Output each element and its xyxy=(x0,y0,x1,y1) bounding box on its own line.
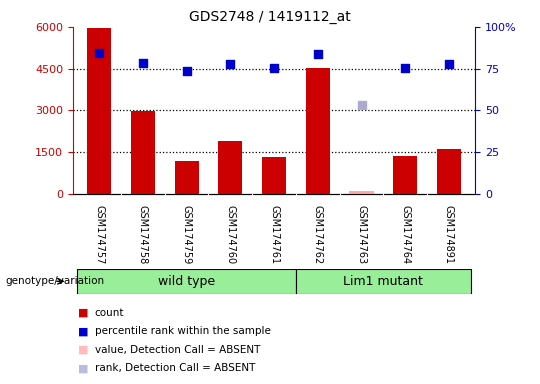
Point xyxy=(139,60,147,66)
Bar xyxy=(393,156,417,194)
Text: GSM174762: GSM174762 xyxy=(313,205,323,264)
Point xyxy=(444,61,453,68)
Text: GSM174761: GSM174761 xyxy=(269,205,279,264)
Text: GSM174763: GSM174763 xyxy=(356,205,367,264)
Text: value, Detection Call = ABSENT: value, Detection Call = ABSENT xyxy=(94,345,260,355)
Text: GSM174757: GSM174757 xyxy=(94,205,104,264)
Text: ■: ■ xyxy=(78,326,89,336)
Point xyxy=(270,65,279,71)
Bar xyxy=(174,161,199,194)
Text: percentile rank within the sample: percentile rank within the sample xyxy=(94,326,271,336)
Bar xyxy=(77,269,296,294)
Text: ■: ■ xyxy=(78,345,89,355)
Bar xyxy=(306,68,330,194)
Point xyxy=(357,102,366,108)
Text: GDS2748 / 1419112_at: GDS2748 / 1419112_at xyxy=(189,10,351,23)
Bar xyxy=(296,269,471,294)
Text: wild type: wild type xyxy=(158,275,215,288)
Text: GSM174758: GSM174758 xyxy=(138,205,148,264)
Bar xyxy=(131,111,155,194)
Bar xyxy=(349,191,374,194)
Text: count: count xyxy=(94,308,124,318)
Bar xyxy=(262,157,286,194)
Text: rank, Detection Call = ABSENT: rank, Detection Call = ABSENT xyxy=(94,363,255,373)
Text: GSM174891: GSM174891 xyxy=(444,205,454,264)
Point xyxy=(183,68,191,74)
Point xyxy=(226,61,235,68)
Text: Lim1 mutant: Lim1 mutant xyxy=(343,275,423,288)
Text: GSM174760: GSM174760 xyxy=(225,205,235,264)
Text: ■: ■ xyxy=(78,363,89,373)
Text: ■: ■ xyxy=(78,308,89,318)
Point xyxy=(401,65,409,71)
Text: GSM174764: GSM174764 xyxy=(400,205,410,264)
Bar xyxy=(87,28,111,194)
Text: GSM174759: GSM174759 xyxy=(181,205,192,264)
Text: genotype/variation: genotype/variation xyxy=(5,276,105,286)
Bar xyxy=(218,141,242,194)
Bar xyxy=(437,149,461,194)
Point xyxy=(95,50,104,56)
Point xyxy=(313,51,322,57)
